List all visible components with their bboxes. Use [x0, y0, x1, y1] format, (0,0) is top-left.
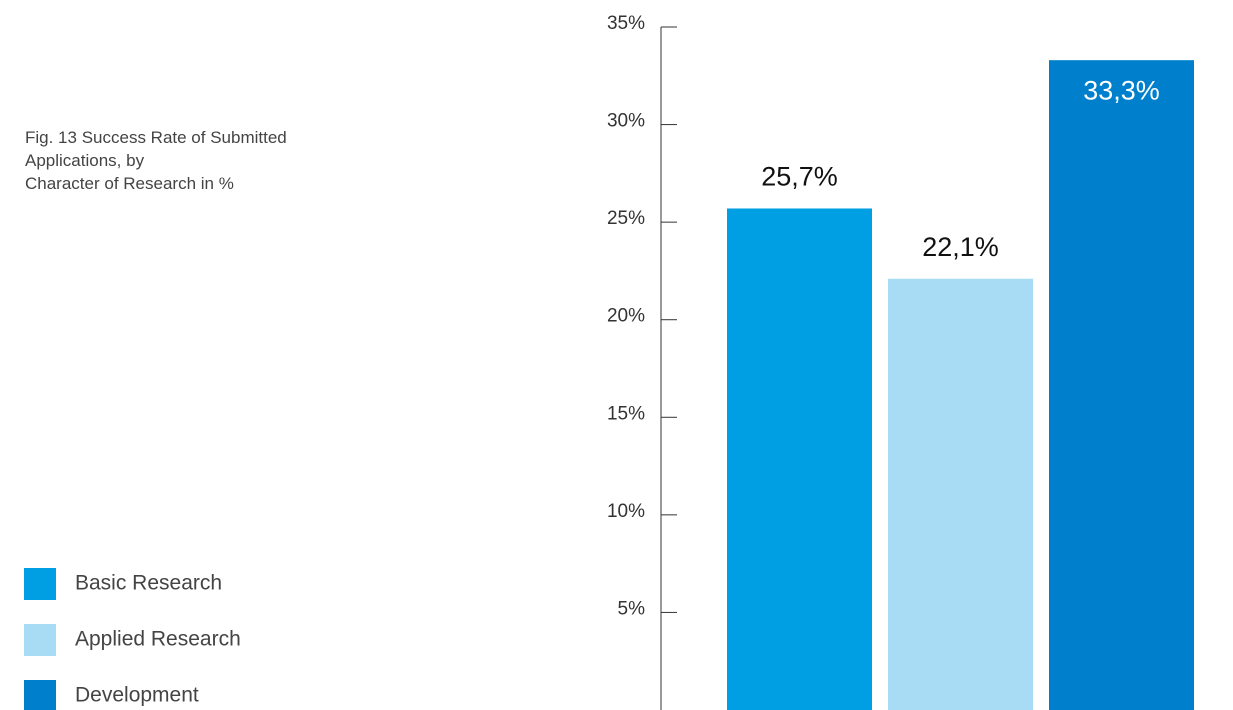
y-tick-label: 10% [607, 501, 645, 522]
value-label: 22,1% [922, 232, 999, 262]
bar [888, 278, 1033, 710]
value-label: 33,3% [1083, 75, 1160, 105]
y-tick-label: 25% [607, 208, 645, 229]
y-tick-label: 30% [607, 111, 645, 132]
bar [1049, 60, 1194, 710]
legend-label: Basic Research [75, 572, 222, 595]
y-tick-label: 35% [607, 13, 645, 34]
y-tick-label: 20% [607, 306, 645, 327]
value-label: 25,7% [761, 162, 838, 192]
bar [727, 208, 872, 710]
legend-label: Applied Research [75, 628, 241, 651]
legend-swatch [24, 680, 56, 710]
y-tick-label: 15% [607, 403, 645, 424]
legend-swatch [24, 568, 56, 600]
legend-label: Development [75, 684, 199, 707]
legend-swatch [24, 624, 56, 656]
y-tick-label: 5% [618, 598, 646, 619]
chart-title: Fig. 13 Success Rate of Submitted Applic… [25, 128, 287, 193]
